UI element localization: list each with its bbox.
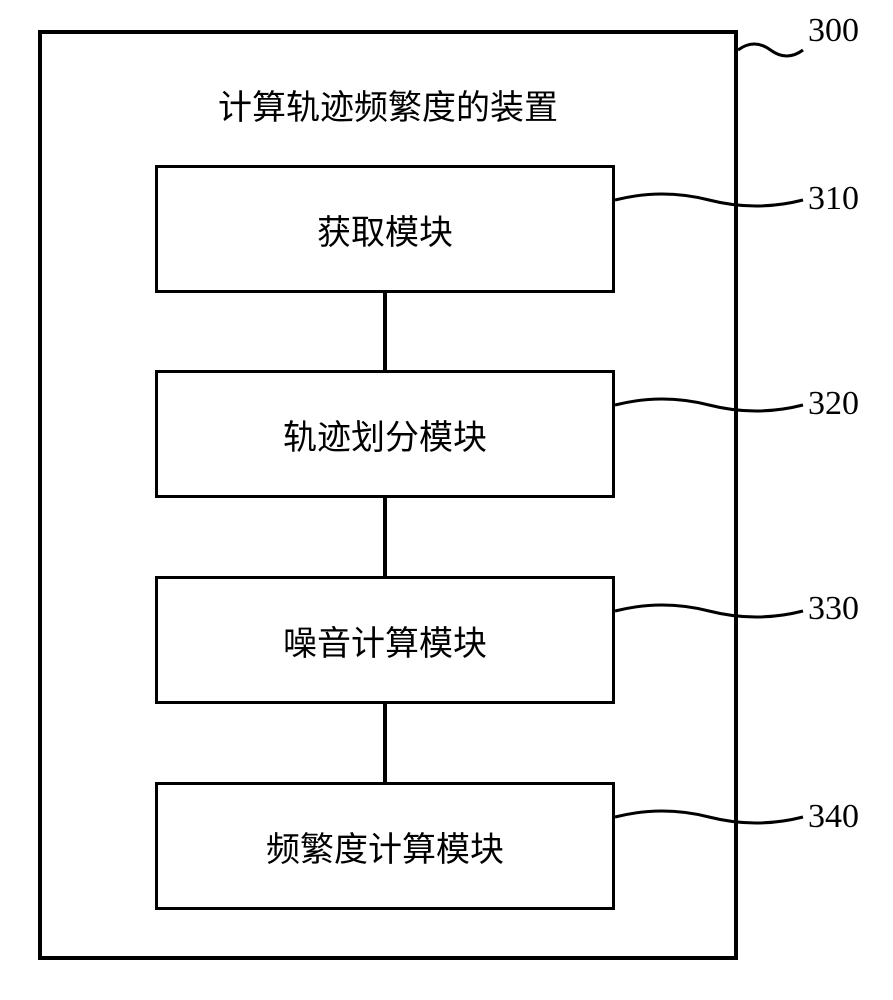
diagram-title: 计算轨迹频繁度的装置	[38, 80, 738, 129]
reference-connector	[615, 390, 803, 420]
module-box: 获取模块	[155, 165, 615, 293]
reference-number: 310	[808, 180, 859, 218]
module-box: 噪音计算模块	[155, 576, 615, 704]
module-label: 频繁度计算模块	[266, 822, 504, 871]
reference-connector	[738, 35, 803, 65]
module-box: 频繁度计算模块	[155, 782, 615, 910]
module-label: 获取模块	[317, 205, 453, 254]
reference-connector	[615, 596, 803, 626]
reference-connector	[615, 802, 803, 832]
reference-number: 330	[808, 590, 859, 628]
flow-connector	[383, 704, 387, 782]
module-label: 轨迹划分模块	[283, 410, 487, 459]
reference-number: 300	[808, 12, 859, 50]
reference-connector	[615, 185, 803, 215]
flow-connector	[383, 293, 387, 370]
module-box: 轨迹划分模块	[155, 370, 615, 498]
reference-number: 340	[808, 798, 859, 836]
flow-connector	[383, 498, 387, 576]
reference-number: 320	[808, 385, 859, 423]
module-label: 噪音计算模块	[283, 616, 487, 665]
